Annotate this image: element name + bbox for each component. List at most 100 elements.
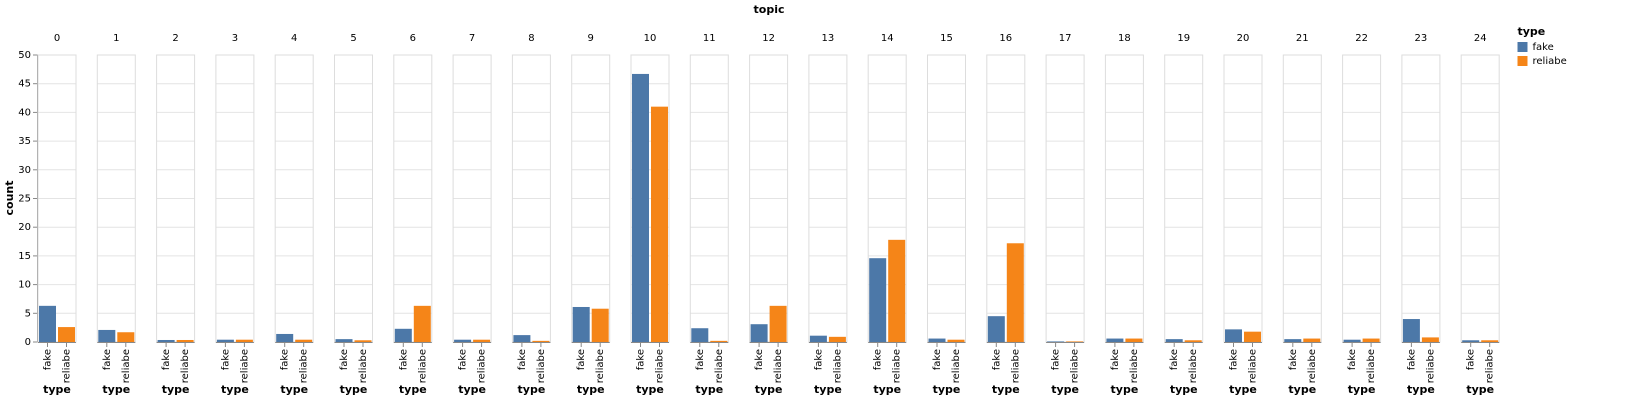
x-tick-label: fake — [161, 349, 172, 370]
bar — [1421, 337, 1439, 342]
x-tick-label: reliabe — [1070, 349, 1081, 383]
x-axis-label: type — [221, 383, 249, 396]
x-tick-label: reliabe — [1366, 349, 1377, 383]
x-tick-label: fake — [754, 349, 765, 370]
x-tick-label: reliabe — [1010, 349, 1021, 383]
facet-label: 0 — [54, 33, 60, 44]
x-tick-label: reliabe — [1188, 349, 1199, 383]
bar — [1106, 338, 1124, 342]
x-tick-label: reliabe — [62, 349, 73, 383]
facet-label: 19 — [1177, 33, 1190, 44]
x-tick-label: reliabe — [951, 349, 962, 383]
bar — [1284, 339, 1302, 342]
bar — [117, 332, 135, 342]
bar — [216, 339, 234, 342]
bar — [572, 306, 590, 342]
y-tick-label: 20 — [18, 222, 31, 233]
bar — [513, 335, 531, 342]
x-axis-label: type — [1111, 383, 1139, 396]
legend-label: reliabe — [1533, 56, 1567, 67]
bar — [1066, 341, 1084, 342]
x-tick-label: fake — [636, 349, 647, 370]
bar — [235, 339, 253, 342]
facet-label: 18 — [1118, 33, 1131, 44]
bar — [1362, 338, 1380, 342]
bar — [769, 305, 787, 342]
legend-swatch — [1517, 56, 1528, 66]
x-tick-label: fake — [1110, 349, 1121, 370]
x-axis-label: type — [458, 383, 486, 396]
x-axis-label: type — [1348, 383, 1376, 396]
bar — [888, 239, 906, 342]
facet-title: topic — [754, 3, 785, 16]
x-tick-label: fake — [873, 349, 884, 370]
bar — [176, 339, 194, 342]
x-axis-label: type — [102, 383, 130, 396]
x-axis-label: type — [636, 383, 664, 396]
x-tick-label: fake — [1347, 349, 1358, 370]
x-tick-label: fake — [813, 349, 824, 370]
x-axis-label: type — [162, 383, 190, 396]
x-tick-label: reliabe — [358, 349, 369, 383]
bar — [1125, 338, 1143, 342]
x-tick-label: fake — [458, 349, 469, 370]
bar — [532, 340, 550, 342]
bar — [1303, 338, 1321, 342]
bar — [1165, 339, 1183, 342]
x-tick-label: fake — [932, 349, 943, 370]
facet-label: 4 — [291, 33, 297, 44]
bar — [1047, 341, 1065, 342]
facet-label: 20 — [1237, 33, 1250, 44]
x-tick-label: reliabe — [1485, 349, 1496, 383]
bar — [947, 339, 965, 342]
x-tick-label: reliabe — [1129, 349, 1140, 383]
x-tick-label: fake — [1406, 349, 1417, 370]
x-tick-label: reliabe — [536, 349, 547, 383]
x-axis-label: type — [1466, 383, 1494, 396]
bar — [276, 333, 294, 342]
legend-label: fake — [1533, 42, 1554, 53]
bar — [987, 316, 1005, 342]
y-tick-label: 50 — [18, 50, 31, 61]
bar — [39, 305, 56, 342]
facet-label: 13 — [822, 33, 835, 44]
x-tick-label: reliabe — [1248, 349, 1259, 383]
bar — [58, 327, 75, 342]
facet-label: 10 — [644, 33, 657, 44]
facet-label: 9 — [588, 33, 594, 44]
bar — [651, 106, 668, 342]
x-tick-label: fake — [220, 349, 231, 370]
x-tick-label: reliabe — [417, 349, 428, 383]
y-tick-label: 40 — [18, 107, 31, 118]
y-tick-label: 5 — [25, 308, 31, 319]
bar — [354, 340, 372, 342]
x-tick-label: fake — [1051, 349, 1062, 370]
x-axis-label: type — [1407, 383, 1435, 396]
bar — [1225, 329, 1242, 342]
x-axis-label: type — [1051, 383, 1079, 396]
x-tick-label: fake — [43, 349, 54, 370]
facet-label: 5 — [350, 33, 356, 44]
facet-label: 8 — [528, 33, 534, 44]
facet-label: 12 — [762, 33, 775, 44]
bar — [1462, 340, 1480, 342]
facet-label: 15 — [940, 33, 953, 44]
facet-label: 17 — [1059, 33, 1072, 44]
facet-label: 16 — [999, 33, 1012, 44]
x-tick-label: fake — [1229, 349, 1240, 370]
bar — [809, 335, 827, 342]
y-tick-label: 25 — [18, 194, 31, 205]
facet-label: 22 — [1355, 33, 1368, 44]
x-axis-label: type — [755, 383, 783, 396]
x-axis-label: type — [43, 383, 71, 396]
bar — [710, 340, 728, 342]
x-tick-label: reliabe — [595, 349, 606, 383]
bar — [632, 73, 649, 342]
bar — [691, 328, 709, 342]
y-tick-label: 35 — [18, 136, 31, 147]
facet-label: 23 — [1415, 33, 1428, 44]
bar — [1006, 243, 1024, 342]
x-tick-label: fake — [517, 349, 528, 370]
facet-label: 21 — [1296, 33, 1309, 44]
